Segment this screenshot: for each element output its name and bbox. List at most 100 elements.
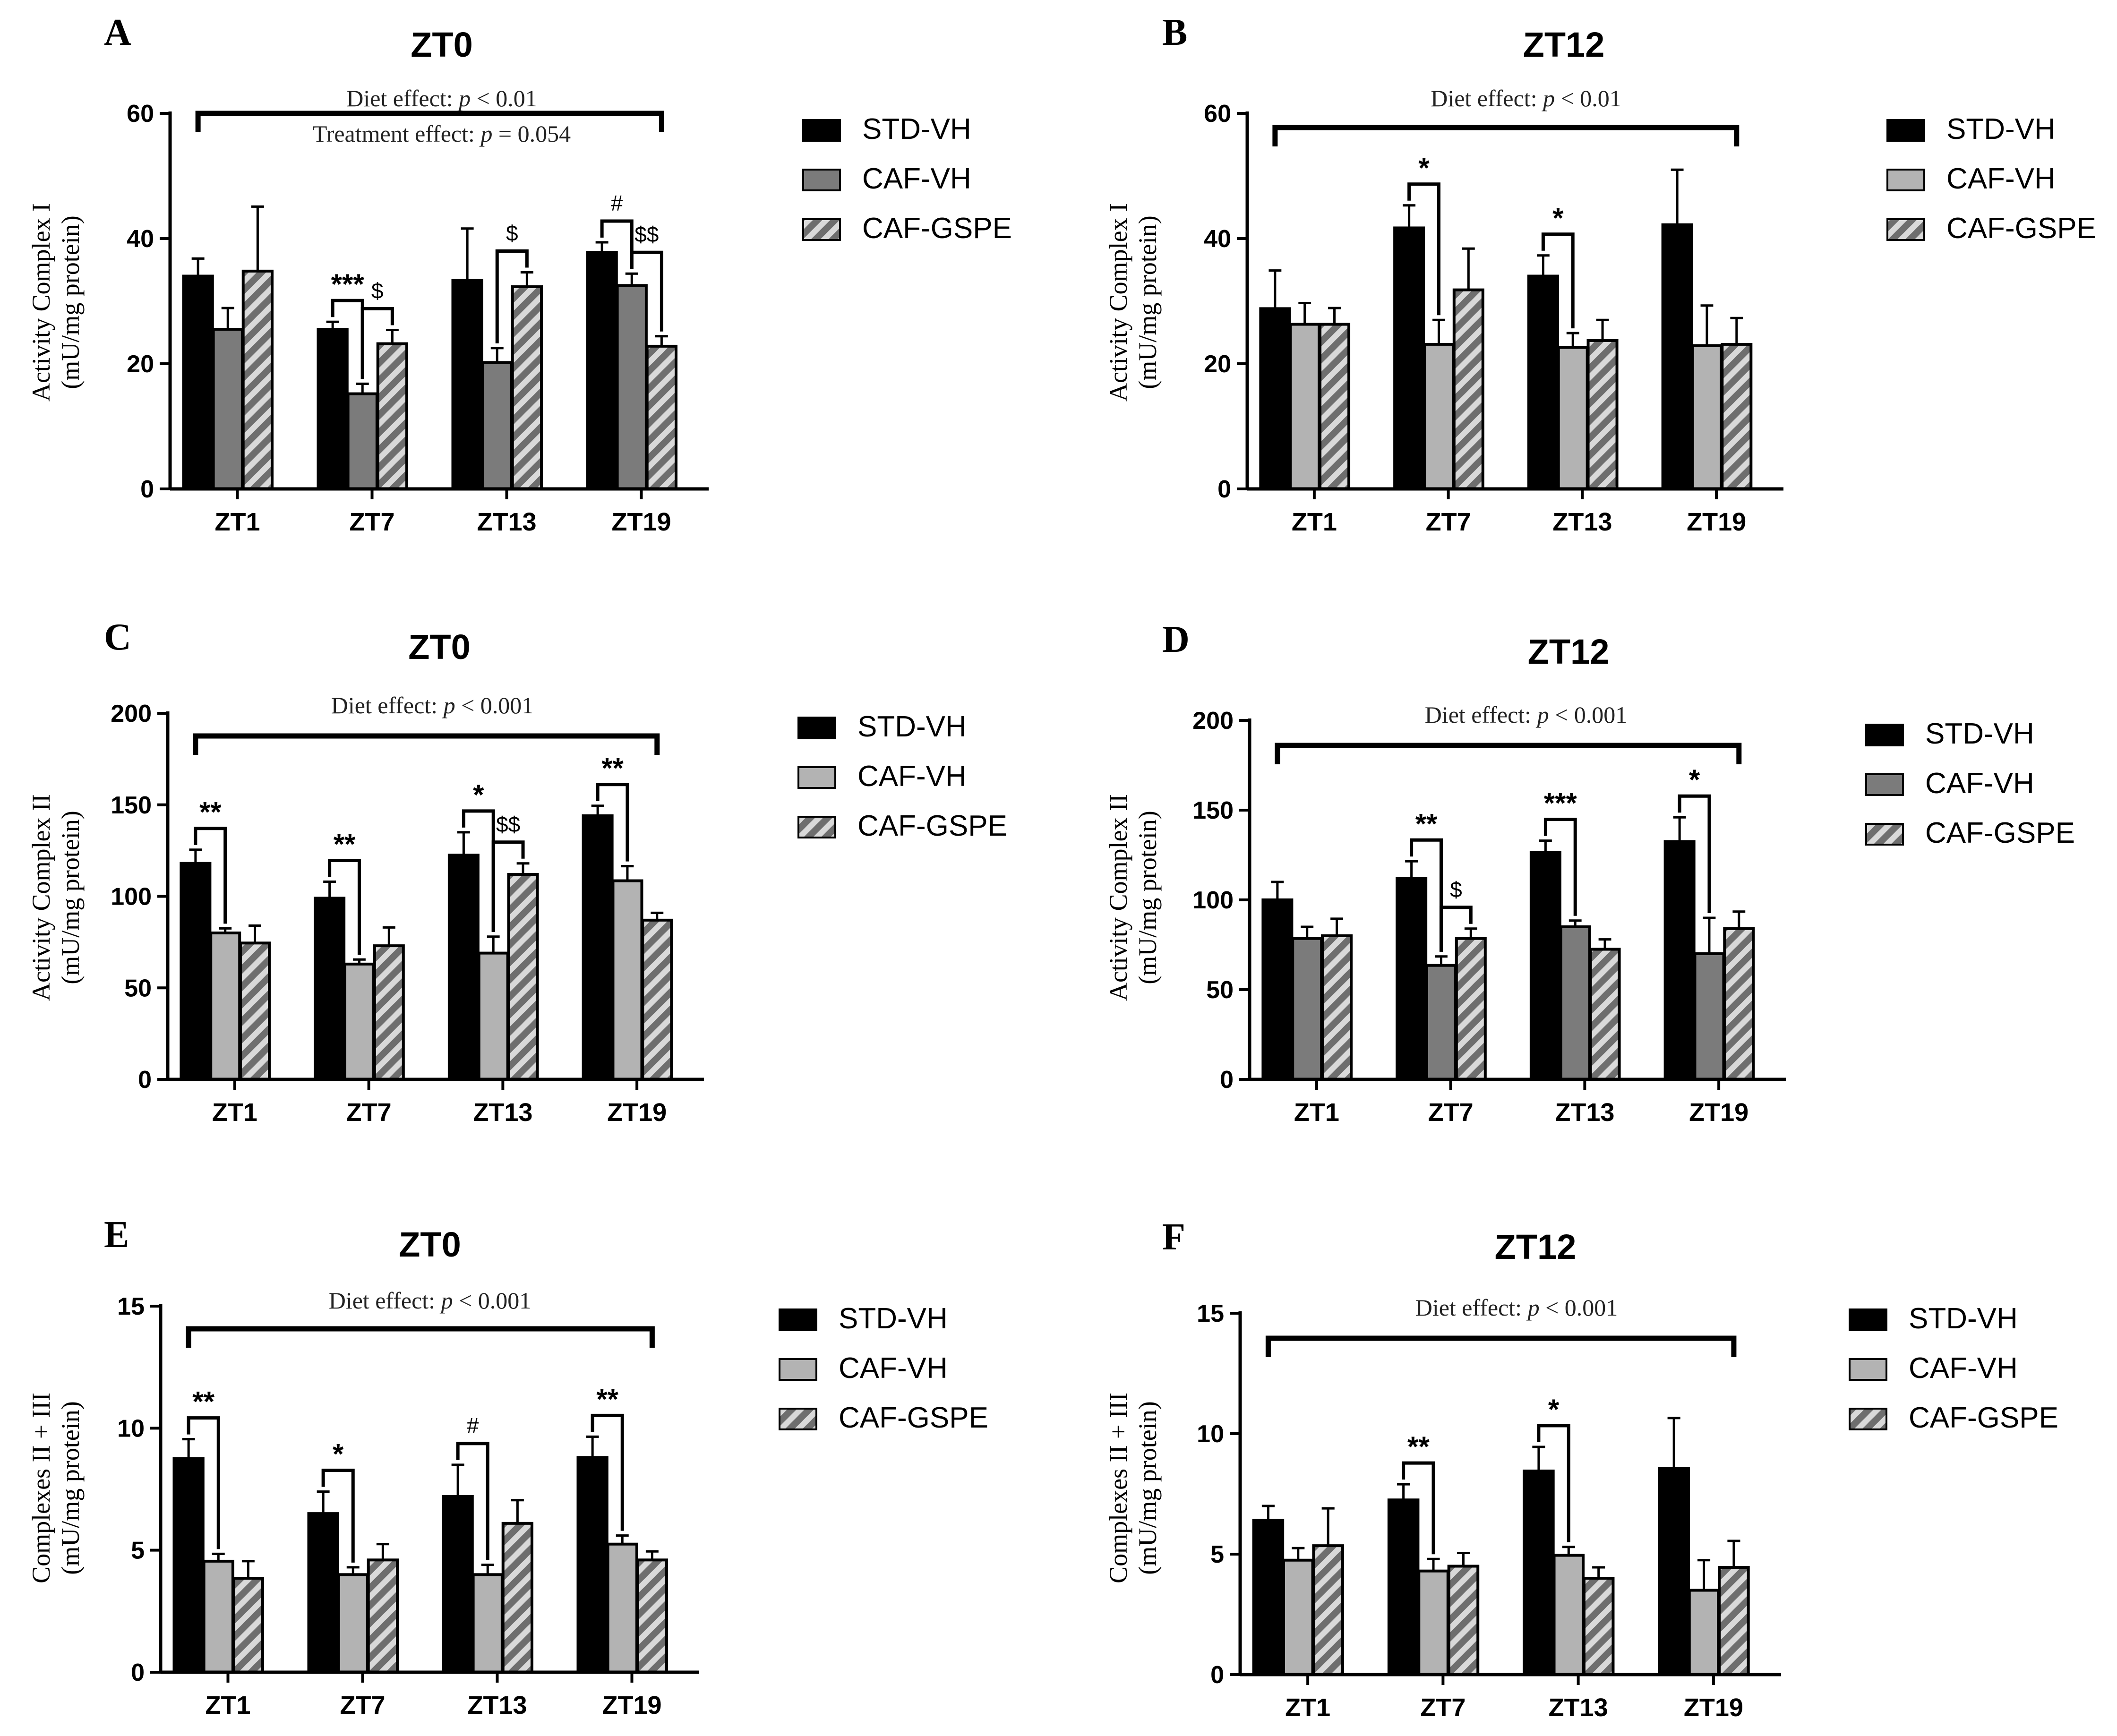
significance-bracket (187, 1416, 220, 1549)
stat-annotation: Diet effect: p < 0.01 (1431, 85, 1621, 111)
y-tick-label: 100 (1192, 887, 1234, 914)
legend-label: CAF-GSPE (839, 1402, 988, 1434)
panel-letter: E (104, 1214, 129, 1256)
significance-label: ** (1407, 1431, 1430, 1462)
y-tick-label: 0 (1210, 1661, 1224, 1689)
bar-caf-vh-zt13 (1552, 1554, 1585, 1676)
diet-effect-bracket (1272, 125, 1740, 146)
legend-label: CAF-GSPE (1909, 1402, 2058, 1434)
legend-swatch-std-vh (1865, 724, 1904, 746)
y-tick-label: 0 (138, 1066, 152, 1094)
significance-bracket (328, 859, 361, 955)
legend-label: CAF-GSPE (1925, 817, 2075, 849)
bar-caf-gspe-zt13 (1582, 1577, 1615, 1676)
stat-annotation: Diet effect: p < 0.01 (346, 85, 537, 111)
bar-caf-gspe-zt13 (507, 873, 539, 1081)
legend-label: CAF-GSPE (1946, 212, 2096, 245)
significance-bracket (360, 307, 394, 379)
y-tick-label: 40 (1204, 225, 1231, 253)
legend-swatch-caf-gspe (1865, 823, 1904, 846)
y-axis-label: Activity Complex II(mU/mg protein) (1104, 794, 1162, 1001)
bar-caf-vh-zt13 (481, 361, 513, 490)
y-tick-label: 200 (111, 700, 152, 727)
panel-title: ZT0 (408, 627, 471, 667)
bar-caf-vh-zt13 (471, 1573, 504, 1674)
significance-label: ** (192, 1386, 214, 1418)
significance-label: ** (199, 796, 222, 828)
legend-swatch-caf-vh (1865, 773, 1904, 796)
significance-label: * (473, 779, 484, 811)
x-tick-label: ZT13 (1555, 1098, 1614, 1127)
bar-std-vh-zt7 (1396, 877, 1428, 1081)
significance-label: $ (506, 221, 518, 246)
x-tick-label: ZT1 (1294, 1098, 1339, 1127)
bar-std-vh-zt1 (1259, 307, 1291, 491)
legend-label: CAF-VH (1946, 162, 2056, 195)
significance-bracket (591, 1413, 624, 1531)
bar-caf-gspe-zt13 (1589, 948, 1621, 1081)
x-tick-label: ZT19 (1689, 1098, 1748, 1127)
significance-bracket (194, 827, 227, 924)
significance-bracket (1407, 182, 1440, 316)
legend-swatch-caf-vh (1849, 1358, 1887, 1381)
bar-std-vh-zt13 (447, 854, 480, 1081)
x-tick-label: ZT1 (214, 508, 260, 536)
significance-label: ** (601, 753, 624, 784)
chart-panel-f: F ZT12 Diet effect: p < 0.001 Complexes II … (1104, 1216, 2058, 1722)
bar-std-vh-zt19 (582, 814, 614, 1081)
x-tick-label: ZT7 (346, 1098, 392, 1127)
diet-effect-bracket (195, 111, 664, 132)
significance-label: $$ (496, 812, 520, 837)
chart-panel-a: A ZT0 Diet effect: p < 0.01 Treatment effec… (27, 12, 1012, 536)
legend-label: CAF-VH (839, 1352, 948, 1385)
bar-caf-gspe-zt7 (1447, 1565, 1480, 1676)
legend-swatch-caf-gspe (1886, 218, 1925, 241)
x-tick-label: ZT7 (1420, 1693, 1466, 1722)
panel-letter: F (1162, 1216, 1185, 1258)
bar-caf-vh-zt7 (1417, 1569, 1449, 1676)
panel-letter: A (104, 12, 131, 53)
bar-std-vh-zt1 (182, 274, 214, 490)
bar-std-vh-zt7 (314, 897, 346, 1081)
significance-bracket (491, 840, 525, 932)
x-tick-label: ZT19 (1684, 1693, 1743, 1722)
significance-label: $ (371, 278, 384, 303)
significance-label: * (1552, 202, 1564, 234)
y-axis-label: Activity Complex I(mU/mg protein) (27, 203, 85, 402)
x-tick-label: ZT1 (212, 1098, 257, 1127)
legend-swatch-std-vh (797, 717, 836, 739)
significance-label: *** (1544, 787, 1577, 819)
panel-title: ZT12 (1495, 1227, 1577, 1266)
significance-label: $ (1450, 877, 1462, 902)
legend-swatch-caf-gspe (802, 218, 841, 241)
bar-caf-vh-zt1 (212, 328, 244, 490)
x-tick-label: ZT19 (602, 1691, 661, 1719)
bar-std-vh-zt19 (586, 251, 618, 491)
legend-label: STD-VH (862, 113, 971, 145)
panel-title: ZT12 (1528, 632, 1610, 671)
significance-bracket (1410, 838, 1443, 952)
legend-swatch-caf-gspe (797, 816, 836, 838)
y-tick-label: 20 (127, 351, 154, 378)
significance-bracket (456, 1442, 489, 1560)
legend-label: STD-VH (1909, 1302, 2018, 1335)
x-tick-label: ZT1 (1292, 508, 1337, 536)
legend-label: CAF-VH (1909, 1352, 2018, 1385)
bar-caf-gspe-zt7 (376, 342, 409, 490)
x-tick-label: ZT19 (611, 508, 671, 536)
legend-swatch-std-vh (779, 1308, 817, 1331)
y-tick-label: 200 (1192, 707, 1234, 735)
bar-caf-vh-zt19 (1693, 952, 1725, 1081)
x-tick-label: ZT13 (1549, 1693, 1608, 1722)
bar-std-vh-zt13 (1527, 274, 1559, 490)
bar-caf-vh-zt7 (1423, 342, 1455, 490)
bar-caf-gspe-zt1 (232, 1577, 265, 1674)
bar-caf-gspe-zt19 (636, 1558, 669, 1674)
bar-caf-vh-zt19 (611, 879, 643, 1081)
bar-caf-vh-zt1 (202, 1559, 234, 1674)
bar-std-vh-zt7 (1387, 1498, 1420, 1676)
y-tick-label: 5 (131, 1537, 145, 1565)
legend-label: CAF-GSPE (857, 810, 1007, 842)
y-tick-label: 50 (1206, 976, 1234, 1004)
significance-bracket (495, 249, 529, 343)
